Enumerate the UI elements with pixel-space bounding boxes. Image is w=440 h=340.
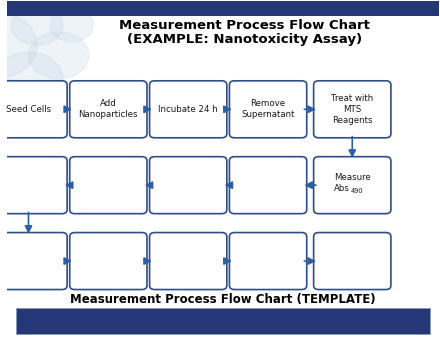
FancyBboxPatch shape [0,233,67,290]
FancyBboxPatch shape [15,308,430,334]
Text: Incubate 24 h: Incubate 24 h [158,105,218,114]
FancyBboxPatch shape [314,157,391,214]
Circle shape [0,79,33,126]
Circle shape [11,5,63,45]
FancyBboxPatch shape [0,157,67,214]
Text: Treat with
MTS
Reagents: Treat with MTS Reagents [331,94,374,125]
Text: NIST: NIST [26,314,57,327]
Circle shape [0,12,37,79]
Text: Measurement Process Flow Chart: Measurement Process Flow Chart [119,19,370,32]
FancyBboxPatch shape [229,81,307,138]
Text: Add
Nanoparticles: Add Nanoparticles [79,99,138,119]
Text: Abs: Abs [334,184,350,193]
FancyBboxPatch shape [150,81,227,138]
FancyBboxPatch shape [150,233,227,290]
Text: (EXAMPLE: Nanotoxicity Assay): (EXAMPLE: Nanotoxicity Assay) [127,33,362,46]
FancyBboxPatch shape [0,81,67,138]
FancyBboxPatch shape [70,157,147,214]
Circle shape [0,52,63,106]
Text: Seed Cells: Seed Cells [6,105,51,114]
FancyBboxPatch shape [150,157,227,214]
Text: Remove
Supernatant: Remove Supernatant [241,99,295,119]
Text: Measure: Measure [334,173,370,182]
FancyBboxPatch shape [7,1,439,16]
FancyBboxPatch shape [314,81,391,138]
Text: MATERIAL MEASUREMENT LABORATORY: MATERIAL MEASUREMENT LABORATORY [164,318,325,324]
Circle shape [29,32,89,79]
FancyBboxPatch shape [70,233,147,290]
Text: Measurement Process Flow Chart (TEMPLATE): Measurement Process Flow Chart (TEMPLATE… [70,293,376,306]
FancyBboxPatch shape [229,157,307,214]
FancyBboxPatch shape [229,233,307,290]
FancyBboxPatch shape [314,233,391,290]
Circle shape [50,8,93,42]
Text: 490: 490 [351,188,363,194]
FancyBboxPatch shape [70,81,147,138]
